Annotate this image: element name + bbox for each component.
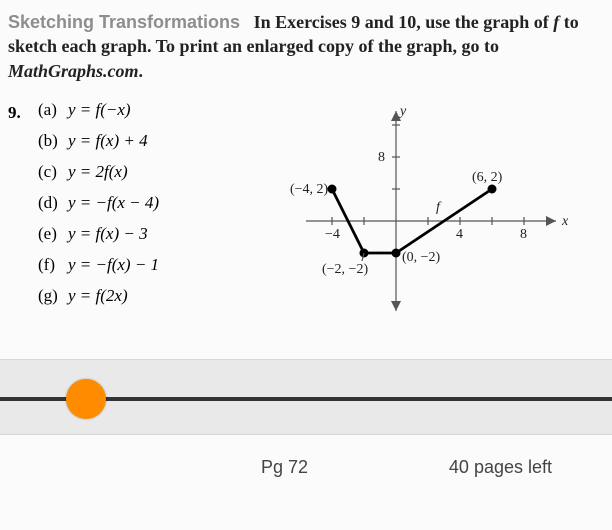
part-f: (f)y = −f(x) − 1 <box>38 256 258 273</box>
slider-thumb[interactable] <box>66 379 106 419</box>
part-label: (g) <box>38 287 68 304</box>
exercise-9: 9. (a)y = f(−x) (b)y = f(x) + 4 (c)y = 2… <box>8 101 604 331</box>
part-c: (c)y = 2f(x) <box>38 163 258 180</box>
point-label: (6, 2) <box>472 170 503 185</box>
point-label: (0, −2) <box>402 250 441 265</box>
plot-point <box>392 248 401 257</box>
textbook-page: Sketching Transformations In Exercises 9… <box>0 0 612 331</box>
footer-bar: Pg 72 40 pages left <box>0 435 612 478</box>
section-header: Sketching Transformations In Exercises 9… <box>8 10 604 83</box>
function-label: f <box>436 200 442 215</box>
x-axis-label: x <box>561 214 569 229</box>
part-d: (d)y = −f(x − 4) <box>38 194 258 211</box>
part-expr: y = −f(x) − 1 <box>68 255 159 274</box>
point-label: (−4, 2) <box>290 182 329 197</box>
tick-label: 4 <box>456 227 463 242</box>
page-number: Pg 72 <box>0 457 449 478</box>
y-axis-arrow-down-icon <box>391 301 401 311</box>
plot-point <box>328 184 337 193</box>
section-title: Sketching Transformations <box>8 12 240 32</box>
part-label: (b) <box>38 132 68 149</box>
part-label: (f) <box>38 256 68 273</box>
part-e: (e)y = f(x) − 3 <box>38 225 258 242</box>
function-graph: −4 4 8 8 x y (−4, 2) (−2, −2) <box>286 101 576 331</box>
site-name: MathGraphs.com <box>8 61 139 81</box>
part-g: (g)y = f(2x) <box>38 287 258 304</box>
tick-label: 8 <box>520 227 527 242</box>
part-label: (a) <box>38 101 68 118</box>
part-b: (b)y = f(x) + 4 <box>38 132 258 149</box>
y-axis-label: y <box>398 104 407 119</box>
instr-pre: In Exercises 9 and 10, use the graph of <box>254 12 554 32</box>
exercise-parts: (a)y = f(−x) (b)y = f(x) + 4 (c)y = 2f(x… <box>38 101 258 331</box>
exercise-number: 9. <box>8 101 38 331</box>
part-expr: y = f(−x) <box>68 100 131 119</box>
part-a: (a)y = f(−x) <box>38 101 258 118</box>
page-slider[interactable] <box>0 359 612 435</box>
x-axis-arrow-icon <box>546 216 556 226</box>
part-label: (d) <box>38 194 68 211</box>
exercise-body: (a)y = f(−x) (b)y = f(x) + 4 (c)y = 2f(x… <box>38 101 604 331</box>
part-expr: y = f(x) − 3 <box>68 224 148 243</box>
plot-point <box>488 184 497 193</box>
tick-label: −4 <box>325 227 340 242</box>
part-expr: y = 2f(x) <box>68 162 128 181</box>
tick-label: 8 <box>378 150 385 165</box>
instr-post: . <box>139 61 144 81</box>
point-label: (−2, −2) <box>322 262 368 277</box>
part-expr: y = −f(x − 4) <box>68 193 159 212</box>
part-expr: y = f(2x) <box>68 286 128 305</box>
part-label: (e) <box>38 225 68 242</box>
graph-figure: −4 4 8 8 x y (−4, 2) (−2, −2) <box>258 101 604 331</box>
pages-remaining: 40 pages left <box>449 457 552 478</box>
part-expr: y = f(x) + 4 <box>68 131 148 150</box>
part-label: (c) <box>38 163 68 180</box>
